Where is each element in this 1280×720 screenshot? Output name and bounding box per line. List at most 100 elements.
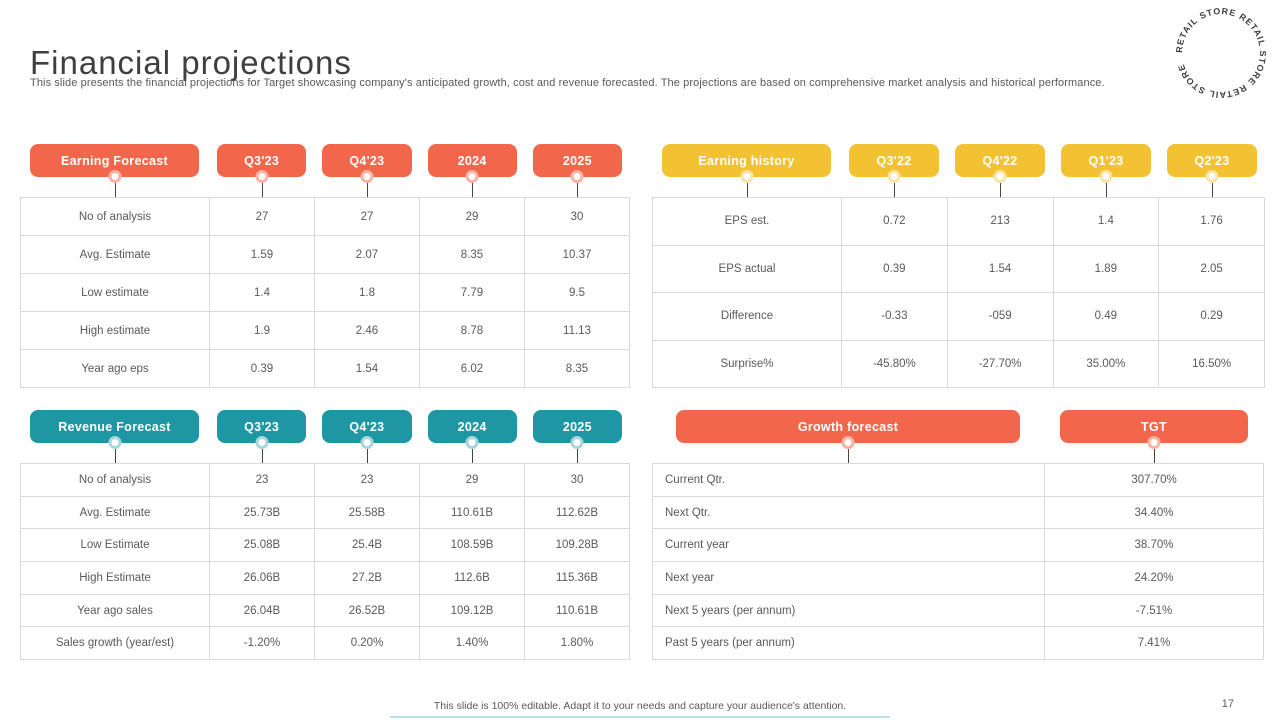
connector-dot bbox=[255, 436, 269, 449]
page-number: 17 bbox=[1221, 698, 1234, 710]
cell-value: 1.54 bbox=[947, 245, 1054, 293]
cell-value: 7.79 bbox=[420, 274, 525, 312]
table-header-cell: TGT bbox=[1044, 410, 1264, 463]
earning-forecast-header-row: Earning Forecast Q3'23 Q4'23 2024 2025 bbox=[20, 144, 630, 197]
cell-value: 35.00% bbox=[1053, 340, 1160, 388]
cell-value: 26.06B bbox=[210, 562, 315, 595]
row-label: Avg. Estimate bbox=[21, 236, 210, 274]
cell-value: 23 bbox=[315, 464, 420, 497]
cell-value: 0.39 bbox=[210, 350, 315, 388]
cell-value: 38.70% bbox=[1045, 529, 1264, 563]
cell-value: -0.33 bbox=[842, 293, 948, 341]
cell-value: 7.41% bbox=[1045, 627, 1264, 661]
table-header-pill: Q4'23 bbox=[322, 144, 412, 177]
cell-value: 25.08B bbox=[210, 529, 315, 563]
cell-value: 1.80% bbox=[525, 627, 630, 661]
earning-forecast-block: Earning Forecast Q3'23 Q4'23 2024 2025 No of… bbox=[20, 144, 630, 388]
cell-value: 110.61B bbox=[420, 496, 525, 530]
cell-value: 1.76 bbox=[1159, 198, 1265, 246]
connector-dot bbox=[570, 436, 584, 449]
row-label: Past 5 years (per annum) bbox=[653, 627, 1045, 661]
row-label: Next Qtr. bbox=[653, 496, 1045, 530]
table-header-cell: Q4'23 bbox=[314, 144, 419, 197]
row-label: No of analysis bbox=[21, 198, 210, 236]
cell-value: 6.02 bbox=[420, 350, 525, 388]
connector-dot bbox=[465, 436, 479, 449]
connector-line bbox=[261, 183, 263, 197]
table-header-cell: 2025 bbox=[525, 144, 630, 197]
connector-line bbox=[366, 449, 368, 463]
cell-value: 108.59B bbox=[420, 529, 525, 563]
connector-dot bbox=[360, 436, 374, 449]
cell-value: 112.62B bbox=[525, 496, 630, 530]
cell-value: -45.80% bbox=[842, 340, 948, 388]
footer-text: This slide is 100% editable. Adapt it to… bbox=[433, 700, 847, 712]
cell-value: 0.72 bbox=[842, 198, 948, 246]
cell-value: 1.4 bbox=[1053, 198, 1160, 246]
connector-line bbox=[366, 183, 368, 197]
cell-value: 26.52B bbox=[315, 594, 420, 628]
row-label: No of analysis bbox=[21, 464, 210, 497]
earning-history-block: Earning history Q3'22 Q4'22 Q1'23 Q2'23 EPS … bbox=[652, 144, 1265, 388]
cell-value: 112.6B bbox=[420, 562, 525, 595]
cell-value: 8.78 bbox=[420, 312, 525, 350]
connector-dot bbox=[1099, 170, 1113, 183]
cell-value: 0.39 bbox=[842, 245, 948, 293]
cell-value: 1.89 bbox=[1053, 245, 1160, 293]
table-header-cell: Growth forecast bbox=[652, 410, 1044, 463]
table-header-cell: 2024 bbox=[420, 144, 525, 197]
cell-value: 1.59 bbox=[210, 236, 315, 274]
table-header-cell: Earning Forecast bbox=[20, 144, 209, 197]
cell-value: 11.13 bbox=[525, 312, 630, 350]
cell-value: 110.61B bbox=[525, 594, 630, 628]
row-label: Next 5 years (per annum) bbox=[653, 594, 1045, 628]
revenue-forecast-table: No of analysis 23 23 29 30 Avg. Estimate 25.73… bbox=[20, 463, 630, 661]
connector-dot bbox=[108, 436, 121, 449]
cell-value: 1.9 bbox=[210, 312, 315, 350]
cell-value: 1.54 bbox=[315, 350, 420, 388]
table-header-cell: Q4'22 bbox=[947, 144, 1053, 197]
connector-dot bbox=[1147, 436, 1161, 449]
cell-value: 34.40% bbox=[1045, 496, 1264, 530]
cell-value: 0.29 bbox=[1159, 293, 1265, 341]
connector-line bbox=[114, 183, 116, 197]
cell-value: 1.8 bbox=[315, 274, 420, 312]
row-label: Year ago sales bbox=[21, 594, 210, 628]
row-label: Low Estimate bbox=[21, 529, 210, 563]
table-header-cell: Q4'23 bbox=[314, 410, 419, 463]
earning-history-table: EPS est. 0.72 213 1.4 1.76 EPS actual 0.39 1.54… bbox=[652, 197, 1265, 388]
cell-value: 23 bbox=[210, 464, 315, 497]
cell-value: 25.73B bbox=[210, 496, 315, 530]
row-label: Sales growth (year/est) bbox=[21, 627, 210, 661]
page-title: Financial projections bbox=[30, 44, 352, 82]
row-label: Current Qtr. bbox=[653, 464, 1045, 497]
connector-dot bbox=[1205, 170, 1219, 183]
table-header-cell: Revenue Forecast bbox=[20, 410, 209, 463]
earning-forecast-table: No of analysis 27 27 29 30 Avg. Estimate 1.59 2… bbox=[20, 197, 630, 388]
connector-dot bbox=[570, 170, 584, 183]
cell-value: 27 bbox=[210, 198, 315, 236]
cell-value: -7.51% bbox=[1045, 594, 1264, 628]
cell-value: 0.49 bbox=[1053, 293, 1160, 341]
cell-value: 16.50% bbox=[1159, 340, 1265, 388]
connector-line bbox=[746, 183, 748, 197]
table-header-cell: Q1'23 bbox=[1053, 144, 1159, 197]
cell-value: 30 bbox=[525, 464, 630, 497]
cell-value: 2.46 bbox=[315, 312, 420, 350]
table-header-cell: Q3'22 bbox=[841, 144, 947, 197]
table-header-cell: Q3'23 bbox=[209, 144, 314, 197]
connector-line bbox=[894, 183, 895, 197]
cell-value: 24.20% bbox=[1045, 562, 1264, 595]
cell-value: 213 bbox=[947, 198, 1054, 246]
row-label: Year ago eps bbox=[21, 350, 210, 388]
table-header-cell: 2025 bbox=[525, 410, 630, 463]
cell-value: 29 bbox=[420, 198, 525, 236]
connector-dot bbox=[255, 170, 269, 183]
row-label: EPS est. bbox=[653, 198, 842, 246]
row-label: Next year bbox=[653, 562, 1045, 595]
cell-value: 2.07 bbox=[315, 236, 420, 274]
logo-circular-text: RETAIL STORE RETAIL STORE RETAIL STORE bbox=[1174, 6, 1268, 100]
cell-value: 109.12B bbox=[420, 594, 525, 628]
cell-value: 26.04B bbox=[210, 594, 315, 628]
